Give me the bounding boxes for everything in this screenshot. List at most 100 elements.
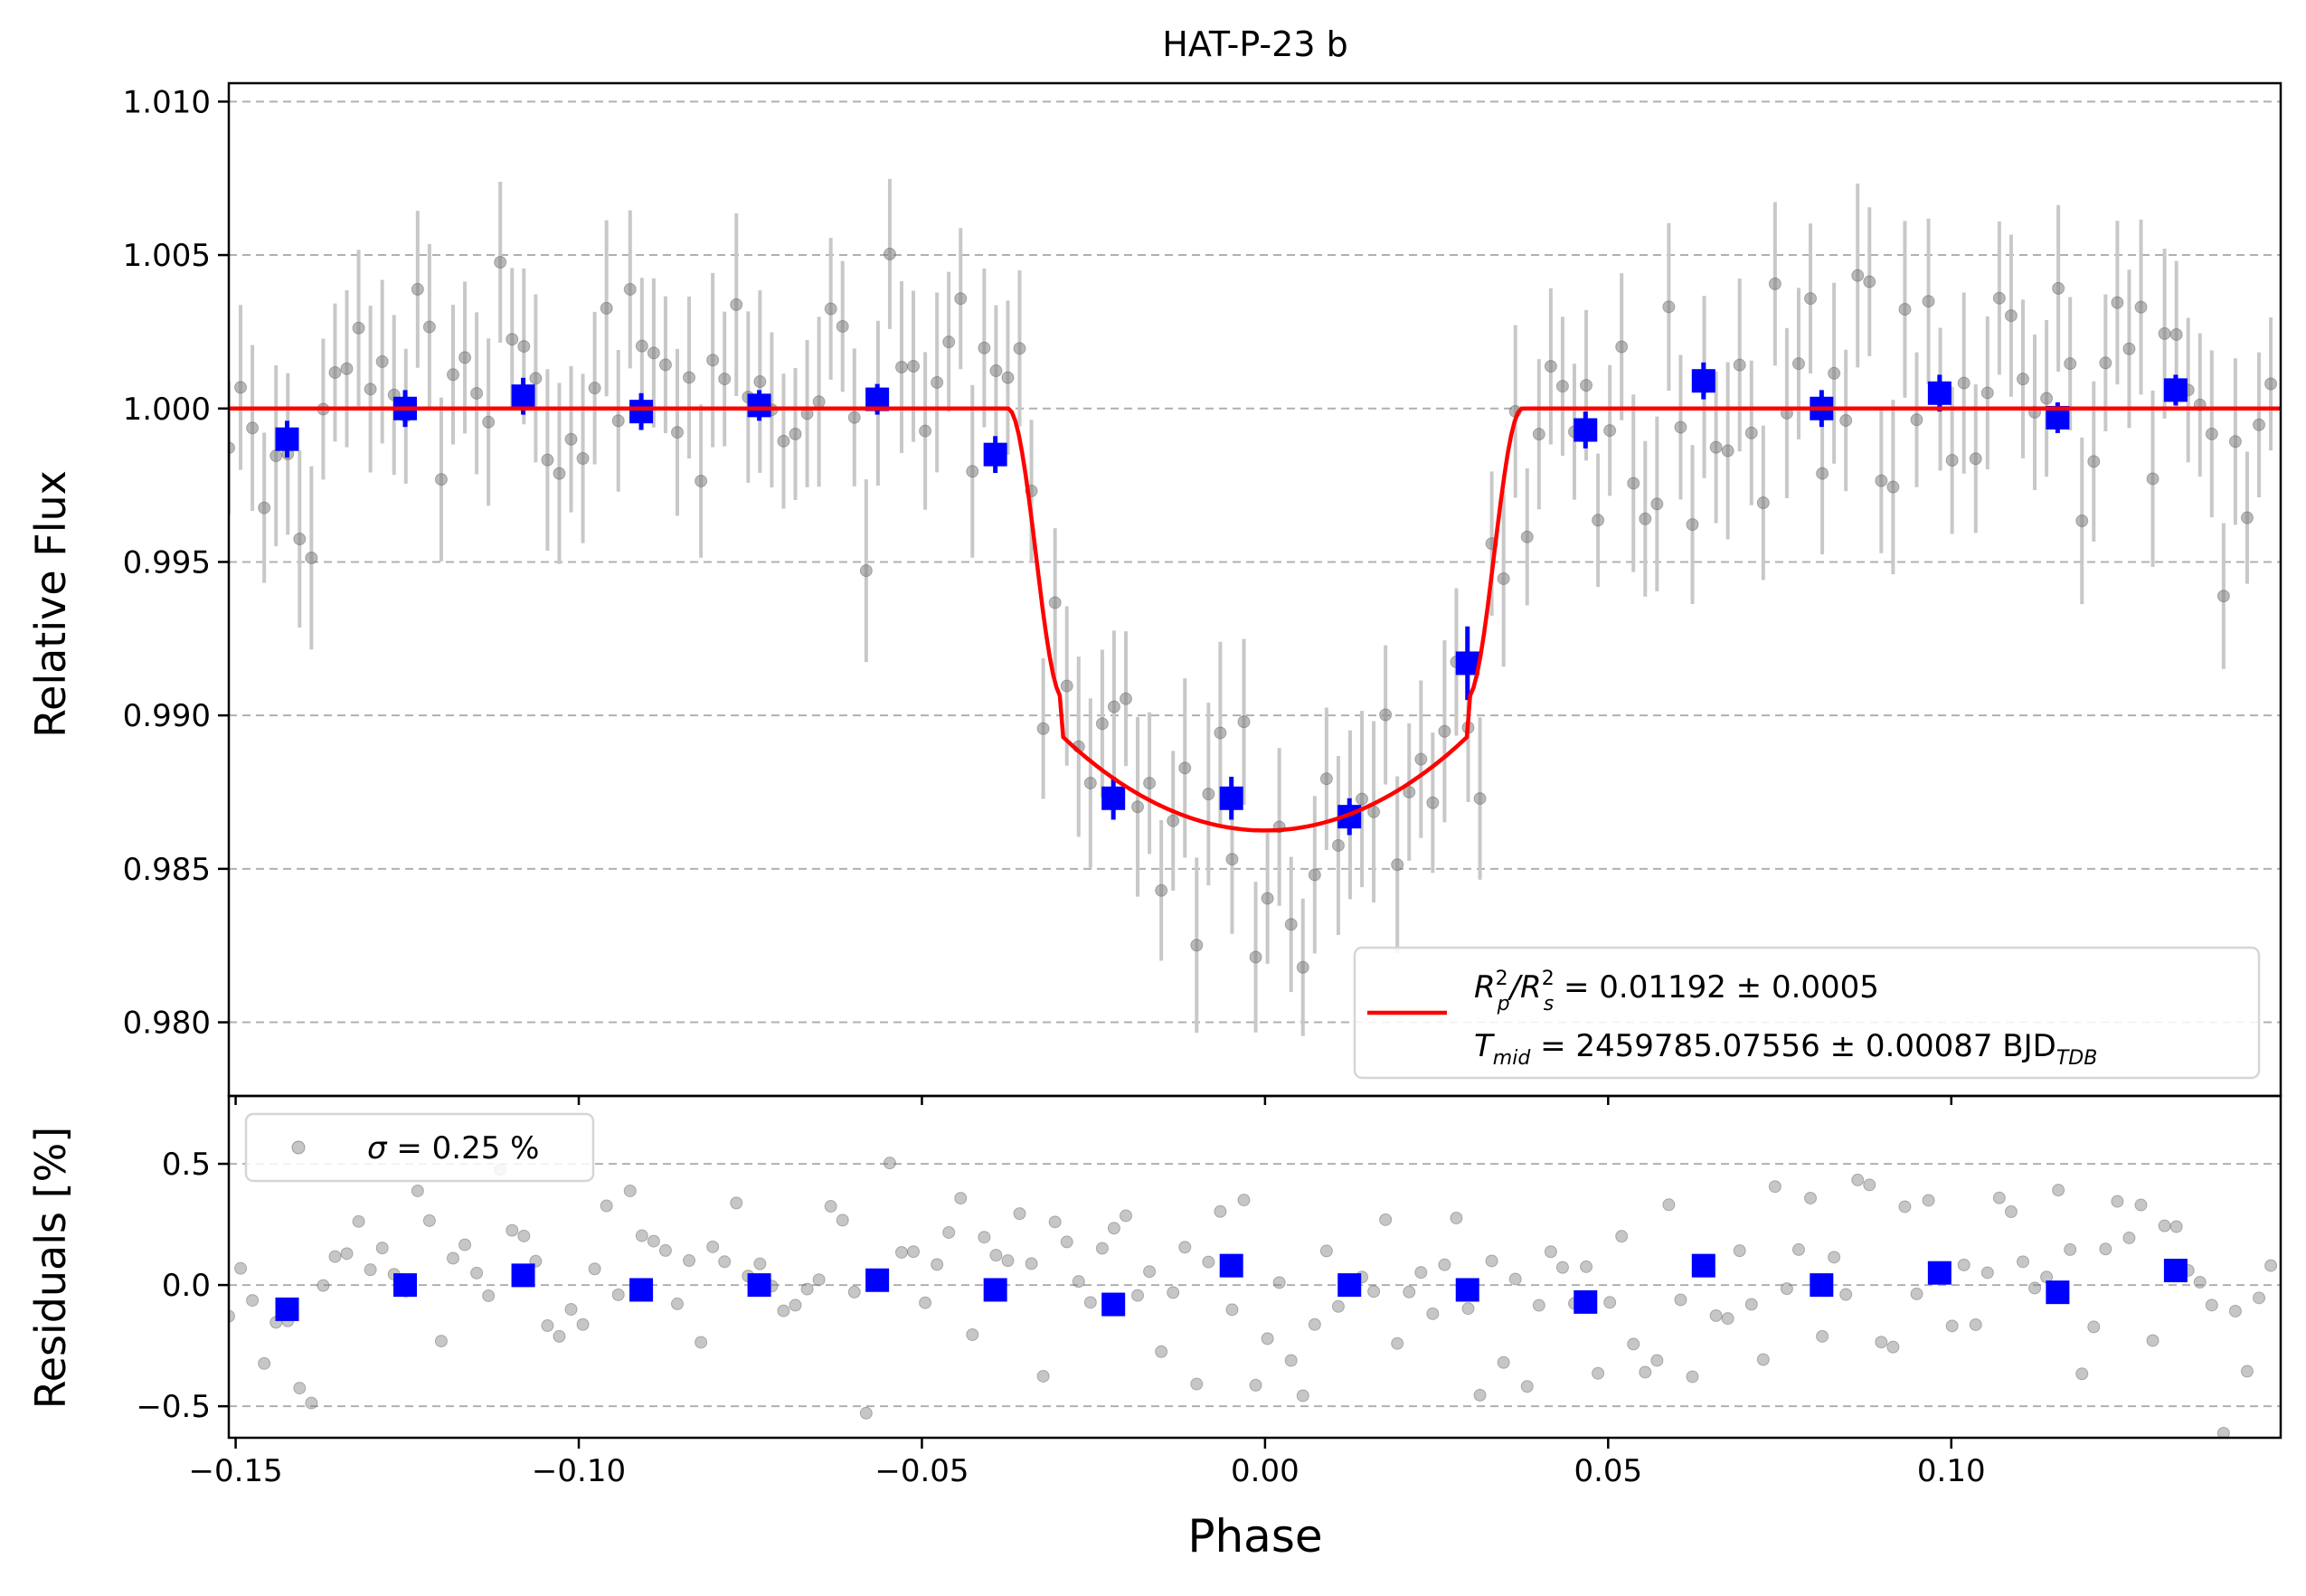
residual-raw-point <box>1733 1244 1746 1258</box>
residual-raw-point <box>293 1382 307 1395</box>
raw-data-point <box>517 340 531 354</box>
legend-tmid-value: = 2459785.07556 ± 0.00087 BJD <box>1530 1028 2056 1064</box>
binned-data-point <box>1101 786 1126 810</box>
raw-data-point <box>1863 275 1876 288</box>
legend-rs-symbol: /R <box>1507 969 1542 1006</box>
residual-raw-point <box>1202 1255 1215 1269</box>
raw-data-point <box>753 375 767 389</box>
residual-raw-point <box>2253 1291 2266 1305</box>
residual-binned-point <box>2046 1280 2070 1305</box>
legend-tdb-sub: TDB <box>2056 1047 2097 1070</box>
residuals-legend-label: σ = 0.25 % <box>367 1130 539 1166</box>
raw-data-point <box>2264 377 2278 391</box>
x-axis-label-phase: Phase <box>1187 1510 1322 1563</box>
residual-raw-point <box>800 1282 814 1296</box>
raw-data-point <box>1992 291 2006 305</box>
residual-raw-point <box>1508 1272 1522 1286</box>
residual-raw-point <box>907 1245 921 1259</box>
raw-data-point <box>1532 428 1545 441</box>
raw-data-point <box>2111 296 2124 309</box>
legend-tmid-symbol: T <box>1474 1028 1495 1064</box>
residual-raw-point <box>1426 1307 1440 1320</box>
residual-raw-point <box>1768 1180 1781 1194</box>
raw-data-point <box>1791 357 1805 371</box>
raw-data-point <box>434 473 448 486</box>
raw-data-point <box>1910 413 1923 427</box>
residual-raw-point <box>1580 1260 1593 1273</box>
bottom-x-tick-label: 0.00 <box>1231 1453 1299 1489</box>
raw-data-point <box>576 452 590 466</box>
residual-raw-point <box>2111 1195 2124 1208</box>
raw-data-point <box>730 297 743 311</box>
raw-data-point <box>1615 340 1629 354</box>
sigma-value: = 0.25 % <box>387 1130 540 1166</box>
raw-data-point <box>1237 715 1251 729</box>
residual-raw-point <box>1603 1296 1617 1309</box>
raw-data-point <box>2122 342 2136 355</box>
raw-data-point <box>1898 303 1912 316</box>
residual-raw-point <box>919 1296 932 1309</box>
residual-raw-point <box>847 1285 861 1299</box>
raw-data-point <box>2075 515 2089 528</box>
raw-data-point <box>482 415 496 429</box>
residual-raw-point <box>989 1249 1003 1262</box>
raw-data-point <box>229 441 235 455</box>
residual-binned-point <box>511 1263 535 1288</box>
residual-raw-point <box>2193 1275 2207 1289</box>
residual-raw-point <box>328 1250 342 1263</box>
raw-data-point <box>470 386 484 400</box>
raw-data-point <box>1851 269 1865 282</box>
raw-data-point <box>883 247 896 260</box>
binned-data-point <box>629 400 654 424</box>
raw-data-point <box>1603 424 1617 438</box>
binned-data-point <box>1927 381 1952 405</box>
residual-raw-point <box>1615 1230 1629 1243</box>
raw-data-point <box>588 382 601 395</box>
residual-raw-point <box>683 1254 696 1268</box>
legend-tmid-sub: mid <box>1493 1047 1532 1070</box>
raw-data-point <box>1839 413 1853 427</box>
raw-data-point <box>529 372 543 385</box>
raw-data-point <box>1733 358 1746 372</box>
residual-raw-point <box>777 1304 790 1317</box>
bottom-y-ticks: −0.5 0.0 0.5 <box>136 1147 229 1425</box>
raw-data-point <box>1627 477 1640 490</box>
raw-data-point <box>269 449 283 463</box>
raw-data-point <box>777 434 790 448</box>
raw-data-point <box>954 292 968 306</box>
raw-data-point <box>1331 838 1345 852</box>
raw-data-point <box>919 424 932 438</box>
bottom-y-tick-label: 0.5 <box>162 1147 211 1183</box>
residual-binned-point <box>865 1268 890 1292</box>
residual-raw-point <box>458 1238 472 1251</box>
raw-data-point <box>2087 455 2101 468</box>
raw-data-point <box>1284 918 1298 931</box>
residual-raw-point <box>1319 1244 1333 1258</box>
raw-data-point <box>1828 366 1841 380</box>
residual-raw-point <box>1532 1299 1545 1312</box>
residual-raw-point <box>2158 1219 2171 1232</box>
residual-raw-point <box>1744 1298 1758 1311</box>
legend-box <box>1353 946 2261 1080</box>
raw-data-point <box>1001 371 1015 384</box>
raw-data-point <box>1178 761 1192 775</box>
raw-data-point <box>812 395 826 409</box>
residual-raw-point <box>954 1192 968 1205</box>
raw-data-point <box>1520 530 1534 543</box>
residual-raw-point <box>1863 1178 1876 1192</box>
residual-raw-point <box>1485 1254 1498 1268</box>
raw-data-point <box>1674 420 1687 434</box>
raw-data-point <box>1060 679 1073 693</box>
raw-data-point <box>907 360 921 373</box>
residual-raw-point <box>1791 1242 1805 1256</box>
raw-data-point <box>494 256 507 269</box>
residual-binned-points <box>275 1253 2188 1321</box>
residual-raw-point <box>1980 1266 1994 1280</box>
residual-raw-point <box>836 1214 849 1227</box>
raw-data-point <box>966 465 979 478</box>
residual-raw-point <box>812 1273 826 1287</box>
raw-data-point <box>859 564 873 578</box>
residual-raw-point <box>2052 1184 2065 1197</box>
raw-data-point <box>1768 277 1781 290</box>
raw-data-point <box>931 375 944 389</box>
